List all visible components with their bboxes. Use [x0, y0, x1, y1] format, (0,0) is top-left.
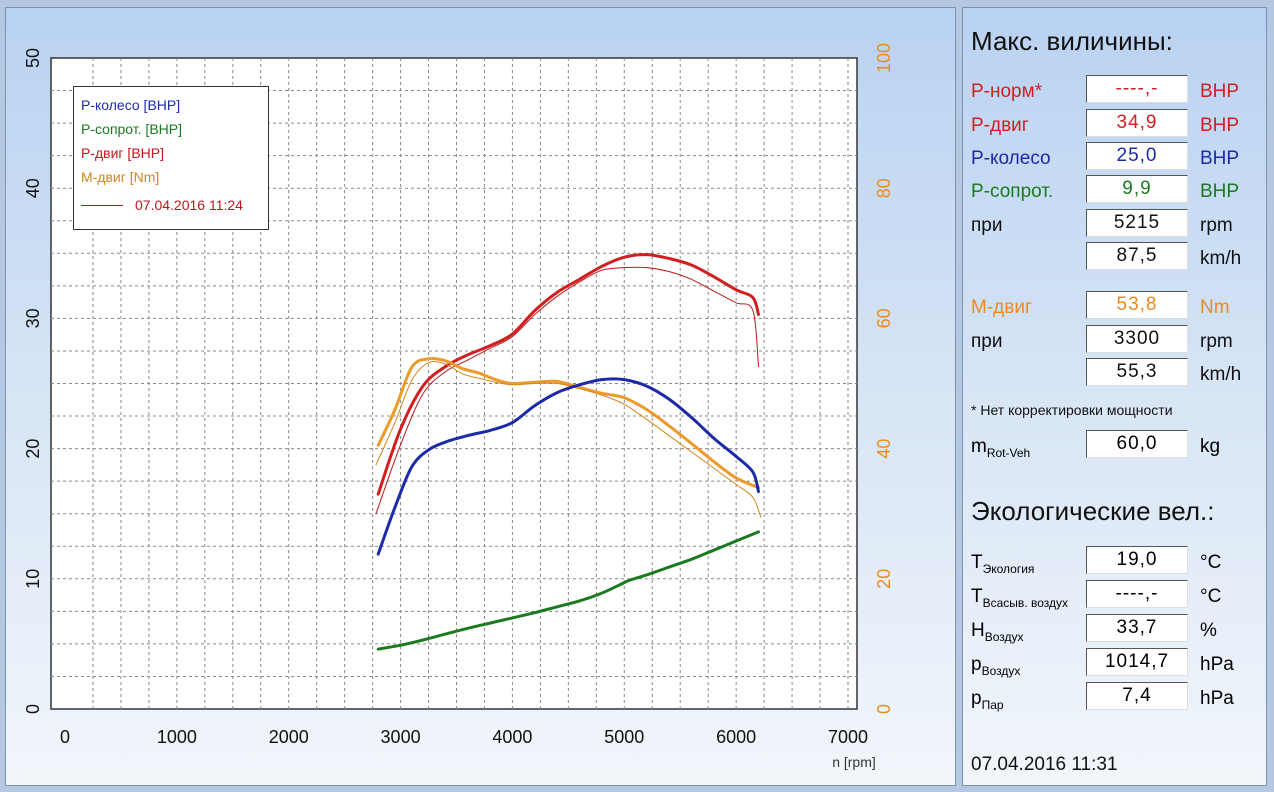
max-values-panel: Макс. виличины: P-норм* ----,- BHP P-двиг 34…: [962, 7, 1267, 786]
max-row-label: P-колесо: [971, 148, 1051, 169]
eco-row-value: ----,-: [1086, 580, 1188, 608]
eco-row: TВсасыв. воздух ----,- °C: [963, 580, 1268, 610]
x-tick-label: 1000: [157, 727, 197, 747]
max-row-value: 25,0: [1086, 142, 1188, 170]
mass-label: mRot-Veh: [971, 436, 1031, 460]
max-row-unit: BHP: [1200, 115, 1240, 136]
max-row-unit: BHP: [1200, 181, 1240, 202]
series-line: [375, 360, 762, 518]
eco-row-unit: °C: [1200, 586, 1222, 607]
eco-row-unit: °C: [1200, 552, 1222, 573]
eco-row: TЭкология 19,0 °C: [963, 546, 1268, 576]
y-right-tick-label: 20: [874, 569, 894, 589]
max-row-label: при: [971, 215, 1003, 236]
eco-row-unit: %: [1200, 620, 1217, 641]
series-line: [375, 266, 759, 515]
legend-date-entry: 07.04.2016 11:24: [81, 197, 268, 213]
max-row-value: ----,-: [1086, 75, 1188, 103]
max-row-unit: rpm: [1200, 215, 1233, 236]
max-row-value: 5215: [1086, 209, 1188, 237]
max-row: 87,5 km/h: [963, 242, 1268, 272]
eco-row-value: 33,7: [1086, 614, 1188, 642]
max-row-value: 3300: [1086, 325, 1188, 353]
correction-note: * Нет корректировки мощности: [971, 402, 1173, 418]
y-left-tick-label: 20: [23, 439, 43, 459]
mass-unit: kg: [1200, 436, 1221, 457]
max-row: при 5215 rpm: [963, 209, 1268, 239]
max-row-value: 55,3: [1086, 358, 1188, 386]
max-row-value: 9,9: [1086, 175, 1188, 203]
x-tick-label: 3000: [381, 727, 421, 747]
y-left-tick-label: 30: [23, 308, 43, 328]
x-tick-label: 7000: [828, 727, 868, 747]
max-row: при 3300 rpm: [963, 325, 1268, 355]
legend-entry-m-engine: M-двиг [Nm]: [81, 169, 160, 185]
legend-entry-p-engine: P-двиг [BHP]: [81, 145, 164, 161]
eco-row-label: HВоздух: [971, 620, 1024, 644]
series-line: [376, 377, 760, 556]
y-right-tick-label: 100: [874, 43, 894, 73]
eco-row-label: pВоздух: [971, 654, 1021, 678]
y-left-tick-label: 40: [23, 178, 43, 198]
y-right-tick-label: 60: [874, 308, 894, 328]
legend-date-text: 07.04.2016 11:24: [135, 197, 243, 213]
eco-row-unit: hPa: [1200, 688, 1234, 709]
y-right-tick-label: 40: [874, 439, 894, 459]
x-tick-label: 6000: [716, 727, 756, 747]
eco-row-value: 7,4: [1086, 682, 1188, 710]
x-tick-label: 5000: [604, 727, 644, 747]
legend-date-line: [81, 204, 123, 206]
eco-row-label: TВсасыв. воздух: [971, 586, 1068, 610]
max-row: 55,3 km/h: [963, 358, 1268, 388]
eco-row-label: pПар: [971, 688, 1004, 712]
eco-row-value: 1014,7: [1086, 648, 1188, 676]
max-row-unit: Nm: [1200, 297, 1230, 318]
x-tick-label: 0: [60, 727, 70, 747]
max-row-value: 34,9: [1086, 109, 1188, 137]
max-row-unit: rpm: [1200, 331, 1233, 352]
eco-title: Экологические вел.:: [971, 496, 1215, 526]
eco-row: pПар 7,4 hPa: [963, 682, 1268, 712]
eco-row: pВоздух 1014,7 hPa: [963, 648, 1268, 678]
mass-row: mRot-Veh 60,0 kg: [963, 430, 1268, 460]
max-row-label: P-двиг: [971, 115, 1029, 136]
max-row: P-сопрот. 9,9 BHP: [963, 175, 1268, 205]
current-datetime: 07.04.2016 11:31: [971, 754, 1118, 775]
max-row-unit: km/h: [1200, 248, 1242, 269]
max-row-label: P-норм*: [971, 81, 1043, 102]
eco-row-unit: hPa: [1200, 654, 1234, 675]
max-values-title: Макс. виличины:: [971, 26, 1173, 56]
x-tick-label: 4000: [492, 727, 532, 747]
y-right-tick-label: 0: [874, 704, 894, 714]
chart-panel: 0 1000 2000 3000 4000 5000 6000 7000 n [rpm] 0 10 2…: [5, 7, 956, 786]
max-row-value: 87,5: [1086, 242, 1188, 270]
series-line: [376, 356, 760, 490]
x-tick-label: 2000: [269, 727, 309, 747]
y-left-tick-label: 0: [23, 704, 43, 714]
max-row: M-двиг 53,8 Nm: [963, 291, 1268, 321]
max-row: P-колесо 25,0 BHP: [963, 142, 1268, 172]
mass-value: 60,0: [1086, 430, 1188, 458]
max-row-label: M-двиг: [971, 297, 1032, 318]
y-left-tick-label: 50: [23, 48, 43, 68]
legend-entry-p-wheel: P-колесо [BHP]: [81, 97, 181, 113]
series-line: [376, 253, 760, 496]
x-axis-label: n [rpm]: [832, 754, 876, 770]
series-line: [376, 530, 760, 651]
max-row: P-двиг 34,9 BHP: [963, 109, 1268, 139]
y-right-tick-label: 80: [874, 178, 894, 198]
y-left-tick-label: 10: [23, 569, 43, 589]
max-row-label: при: [971, 331, 1003, 352]
eco-row-value: 19,0: [1086, 546, 1188, 574]
max-row-unit: BHP: [1200, 81, 1240, 102]
max-row-unit: km/h: [1200, 364, 1242, 385]
max-row: P-норм* ----,- BHP: [963, 75, 1268, 105]
legend-entry-p-resist: P-сопрот. [BHP]: [81, 121, 182, 137]
eco-row: HВоздух 33,7%: [963, 614, 1268, 644]
max-row-label: P-сопрот.: [971, 181, 1054, 202]
eco-row-label: TЭкология: [971, 552, 1035, 576]
max-row-unit: BHP: [1200, 148, 1240, 169]
chart-legend: P-колесо [BHP] P-сопрот. [BHP] P-двиг [B…: [73, 86, 269, 230]
max-row-value: 53,8: [1086, 291, 1188, 319]
